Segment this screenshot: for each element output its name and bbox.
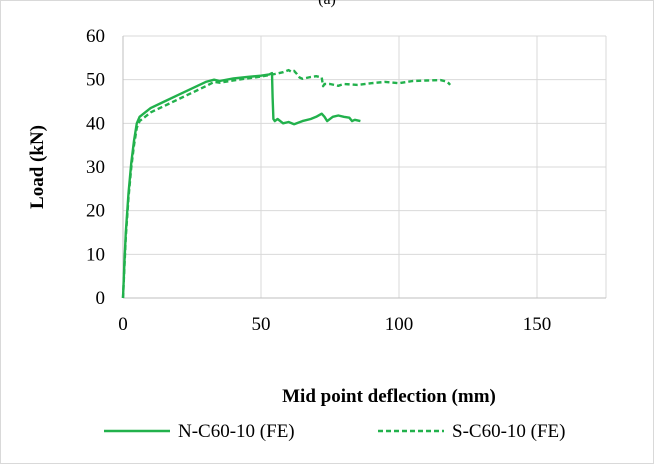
x-tick-label: 150: [523, 314, 552, 335]
y-tick-label: 10: [86, 244, 105, 265]
x-axis-title: Mid point deflection (mm): [282, 386, 496, 407]
x-tick-label: 100: [385, 314, 414, 335]
panel-label: (a): [0, 0, 654, 9]
y-tick-label: 0: [96, 288, 106, 309]
axes: [122, 36, 606, 299]
legend-label-1: N-C60-10 (FE): [178, 421, 295, 442]
tick-labels: 0 10 20 30 40 50 60 0 50 100 150: [86, 26, 551, 335]
grid-lines: [123, 35, 607, 298]
x-tick-label: 0: [118, 314, 128, 335]
legend: N-C60-10 (FE) S-C60-10 (FE): [104, 421, 565, 442]
series-line-1: [121, 71, 361, 299]
y-tick-label: 30: [86, 157, 105, 178]
y-tick-label: 50: [86, 70, 105, 91]
data-series: [121, 68, 452, 299]
y-tick-label: 40: [86, 113, 105, 134]
legend-label-2: S-C60-10 (FE): [452, 421, 565, 442]
y-tick-label: 20: [86, 201, 105, 222]
x-tick-label: 50: [252, 314, 271, 335]
series-line-2: [121, 68, 452, 299]
y-tick-label: 60: [86, 26, 105, 47]
y-axis-title: Load (kN): [27, 125, 48, 209]
